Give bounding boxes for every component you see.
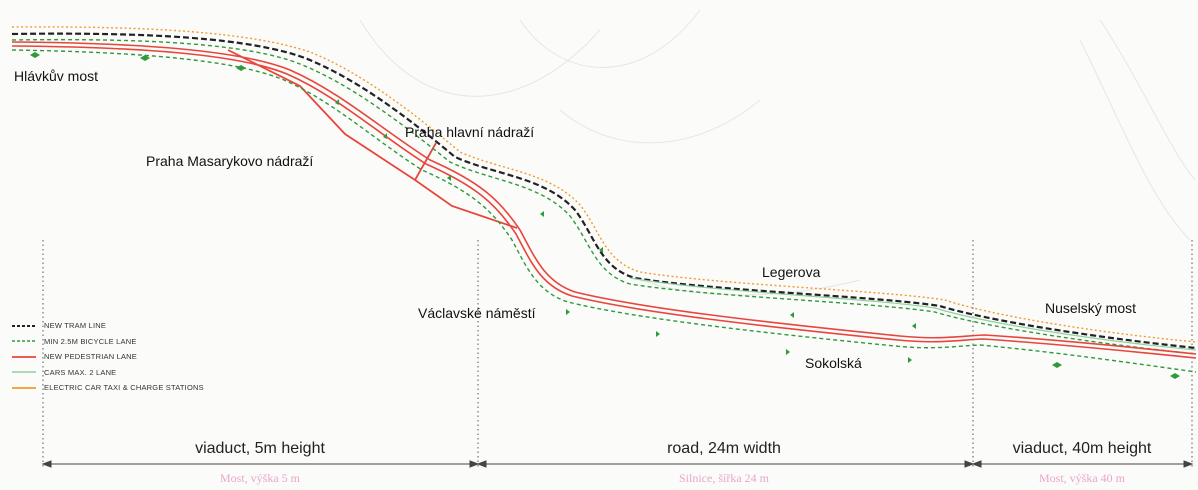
tram-line <box>11 32 1197 350</box>
legend-label: CARS MAX. 2 LANE <box>44 367 117 377</box>
segment-label-cz-road-24m: Silnice, šířka 24 m <box>679 471 769 485</box>
place-label-sokolska: Sokolská <box>805 355 862 371</box>
segment-label-viaduct-5m: viaduct, 5m height <box>195 440 325 457</box>
legend-label: NEW PEDESTRIAN LANE <box>44 352 137 362</box>
legend-item-bicycle: MIN 2.5M BICYCLE LANE <box>12 334 204 350</box>
legend-item-tram: NEW TRAM LINE <box>12 318 204 334</box>
bicycle-arrows <box>30 52 1180 379</box>
legend: NEW TRAM LINE MIN 2.5M BICYCLE LANE NEW … <box>12 318 204 396</box>
pedestrian-lane <box>11 41 1197 355</box>
place-label-vaclavske: Václavské náměstí <box>418 305 536 321</box>
legend-label: ELECTRIC CAR TAXI & CHARGE STATIONS <box>44 383 204 393</box>
place-label-nuselsky-most: Nuselský most <box>1045 300 1137 316</box>
section-dividers <box>42 240 1193 468</box>
bicycle-lane-upper <box>11 38 1197 355</box>
legend-label: NEW TRAM LINE <box>44 321 107 331</box>
background-sketch <box>359 9 1196 296</box>
bicycle-lane-lower <box>11 49 1197 373</box>
cars-lane-swatch <box>12 371 36 373</box>
pedestrian-lane-2 <box>11 45 1197 359</box>
place-label-praha-hlavni: Praha hlavní nádraží <box>405 124 535 140</box>
segment-label-viaduct-40m: viaduct, 40m height <box>1012 440 1152 457</box>
legend-item-pedestrian: NEW PEDESTRIAN LANE <box>12 349 204 365</box>
legend-item-cars: CARS MAX. 2 LANE <box>12 365 204 381</box>
segment-label-cz-viaduct-5m: Most, výška 5 m <box>219 471 301 485</box>
cars-lane <box>629 277 1197 351</box>
legend-label: MIN 2.5M BICYCLE LANE <box>44 336 137 346</box>
dimension-line <box>41 460 1194 468</box>
pedestrian-lane-swatch <box>12 355 36 358</box>
segment-label-cz-viaduct-40m: Most, výška 40 m <box>1038 471 1126 485</box>
tram-line-swatch <box>12 324 36 327</box>
taxi-line <box>11 26 1197 343</box>
place-label-praha-masarykovo: Praha Masarykovo nádraží <box>146 153 314 169</box>
taxi-line-swatch <box>12 386 36 389</box>
place-label-hlavkuv-most: Hlávkův most <box>14 68 99 84</box>
pedestrian-connector <box>227 49 518 229</box>
place-label-legerova: Legerova <box>762 264 821 280</box>
bicycle-lane-swatch <box>12 340 36 342</box>
legend-item-taxi: ELECTRIC CAR TAXI & CHARGE STATIONS <box>12 380 204 396</box>
segment-label-road-24m: road, 24m width <box>667 440 781 457</box>
